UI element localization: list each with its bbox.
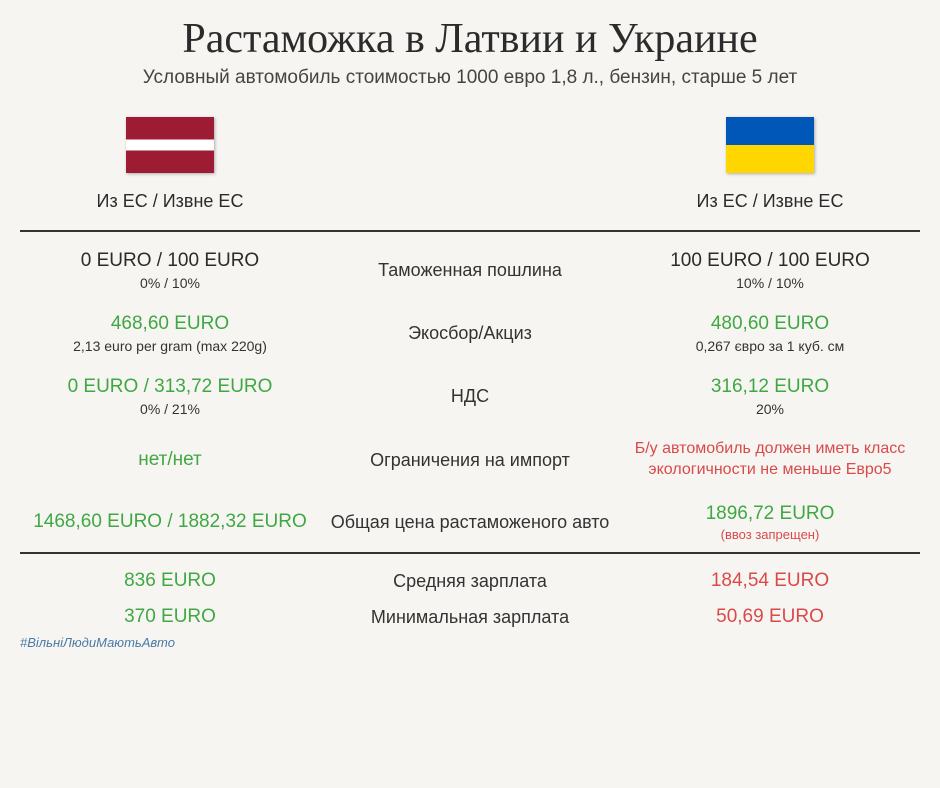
latvia-excise: 468,60 EURO xyxy=(20,313,320,335)
row-duty: 0 EURO / 100 EURO 0% / 10% Таможенная по… xyxy=(20,250,920,291)
latvia-duty: 0 EURO / 100 EURO xyxy=(20,250,320,272)
latvia-excise-sub: 2,13 euro per gram (max 220g) xyxy=(20,338,320,354)
latvia-vat-sub: 0% / 21% xyxy=(20,401,320,417)
ukraine-total-note: (ввоз запрещен) xyxy=(620,527,920,542)
ukraine-excise: 480,60 EURO xyxy=(620,313,920,335)
latvia-import-limit: нет/нет xyxy=(20,449,320,471)
latvia-avg-salary: 836 EURO xyxy=(20,570,320,592)
latvia-duty-sub: 0% / 10% xyxy=(20,275,320,291)
ukraine-vat: 316,12 EURO xyxy=(620,376,920,398)
row-total: 1468,60 EURO / 1882,32 EURO Общая цена р… xyxy=(20,503,920,542)
hashtag: #ВільніЛюдиМаютьАвто xyxy=(20,635,920,650)
page-subtitle: Условный автомобиль стоимостью 1000 евро… xyxy=(20,67,920,89)
ukraine-avg-salary: 184,54 EURO xyxy=(620,570,920,592)
label-import-limit: Ограничения на импорт xyxy=(320,449,620,472)
ukraine-duty: 100 EURO / 100 EURO xyxy=(620,250,920,272)
label-avg-salary: Средняя зарплата xyxy=(320,570,620,593)
ukraine-duty-sub: 10% / 10% xyxy=(620,275,920,291)
ukraine-total: 1896,72 EURO xyxy=(620,503,920,525)
latvia-origin-label: Из ЕС / Извне ЕС xyxy=(20,191,320,212)
flag-ukraine-icon xyxy=(726,117,814,173)
ukraine-excise-sub: 0,267 євро за 1 куб. см xyxy=(620,338,920,354)
ukraine-vat-sub: 20% xyxy=(620,401,920,417)
label-min-salary: Минимальная зарплата xyxy=(320,606,620,629)
label-duty: Таможенная пошлина xyxy=(320,259,620,282)
row-avg-salary: 836 EURO Средняя зарплата 184,54 EURO xyxy=(20,570,920,593)
ukraine-import-limit: Б/у автомобиль должен иметь класс эколог… xyxy=(620,439,920,481)
label-excise: Экосбор/Акциз xyxy=(320,322,620,345)
flags-row: Из ЕС / Извне ЕС Из ЕС / Извне ЕС xyxy=(20,117,920,220)
divider-top xyxy=(20,230,920,232)
latvia-vat: 0 EURO / 313,72 EURO xyxy=(20,376,320,398)
row-import-limit: нет/нет Ограничения на импорт Б/у автомо… xyxy=(20,439,920,481)
latvia-total: 1468,60 EURO / 1882,32 EURO xyxy=(20,511,320,533)
row-vat: 0 EURO / 313,72 EURO 0% / 21% НДС 316,12… xyxy=(20,376,920,417)
row-excise: 468,60 EURO 2,13 euro per gram (max 220g… xyxy=(20,313,920,354)
label-total: Общая цена растаможеного авто xyxy=(320,511,620,534)
latvia-min-salary: 370 EURO xyxy=(20,606,320,628)
ukraine-min-salary: 50,69 EURO xyxy=(620,606,920,628)
page-title: Растаможка в Латвии и Украине xyxy=(20,15,920,63)
divider-bottom xyxy=(20,552,920,554)
ukraine-origin-label: Из ЕС / Извне ЕС xyxy=(620,191,920,212)
label-vat: НДС xyxy=(320,385,620,408)
flag-latvia-icon xyxy=(126,117,214,173)
row-min-salary: 370 EURO Минимальная зарплата 50,69 EURO xyxy=(20,606,920,629)
